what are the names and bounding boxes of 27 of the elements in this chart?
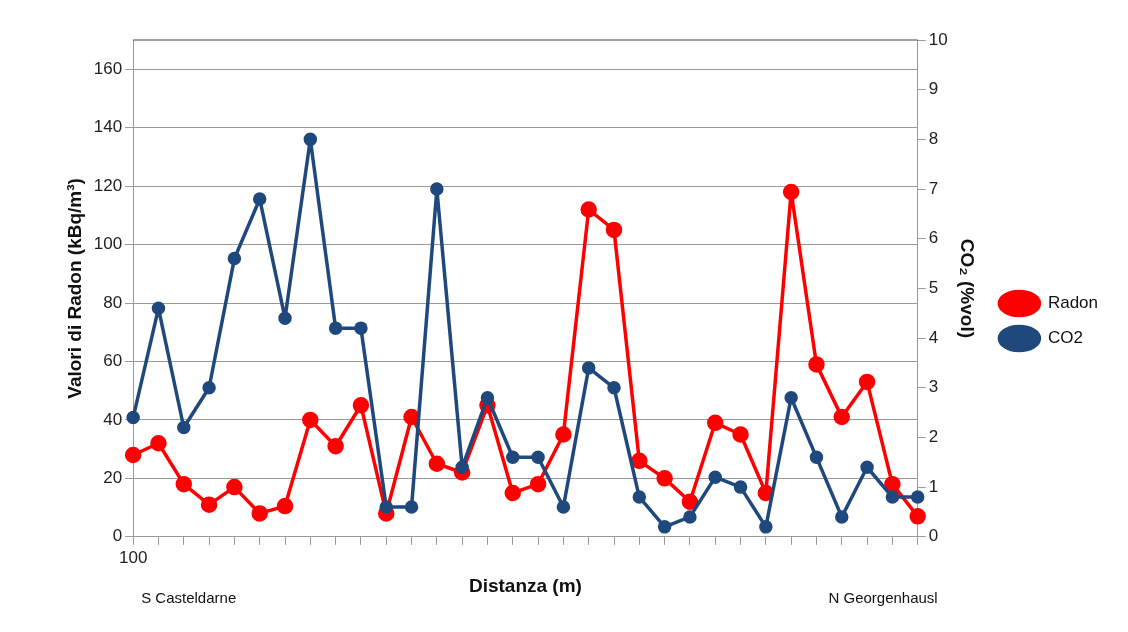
- y2-tick-label: 9: [928, 79, 939, 99]
- y2-axis-title: CO₂ (%vol): [956, 238, 978, 339]
- y-tick-label: 120: [93, 175, 123, 195]
- y-tick-label: 60: [103, 351, 123, 371]
- y2-tick-label: 2: [928, 427, 939, 447]
- y2-tick-label: 8: [928, 129, 939, 149]
- y-tick-label: 100: [93, 234, 123, 254]
- x-axis-title: Distanza (m): [468, 574, 582, 596]
- y2-tick-label: 1: [928, 476, 939, 496]
- y-tick-label: 140: [93, 117, 123, 137]
- y-tick-label: 0: [112, 526, 123, 546]
- y-tick-label: 160: [93, 58, 123, 78]
- legend-label: CO2: [1047, 328, 1083, 348]
- y2-tick-label: 3: [928, 377, 939, 397]
- y2-tick-label: 7: [928, 178, 939, 198]
- y-axis-title: Valori di Radon (kBq/m³): [63, 178, 85, 399]
- y2-tick-label: 5: [928, 278, 939, 298]
- y-tick-label: 20: [103, 468, 123, 488]
- legend-label: Radon: [1047, 293, 1099, 313]
- y2-tick-label: 4: [928, 327, 939, 347]
- y2-tick-label: 0: [928, 526, 939, 546]
- y-tick-label: 40: [103, 409, 123, 429]
- text: N Georgenhausl: [828, 588, 938, 606]
- text: S Casteldarne: [141, 588, 237, 606]
- y-tick-label: 80: [103, 292, 123, 312]
- y2-tick-label: 10: [928, 29, 948, 49]
- y2-tick-label: 6: [928, 228, 939, 248]
